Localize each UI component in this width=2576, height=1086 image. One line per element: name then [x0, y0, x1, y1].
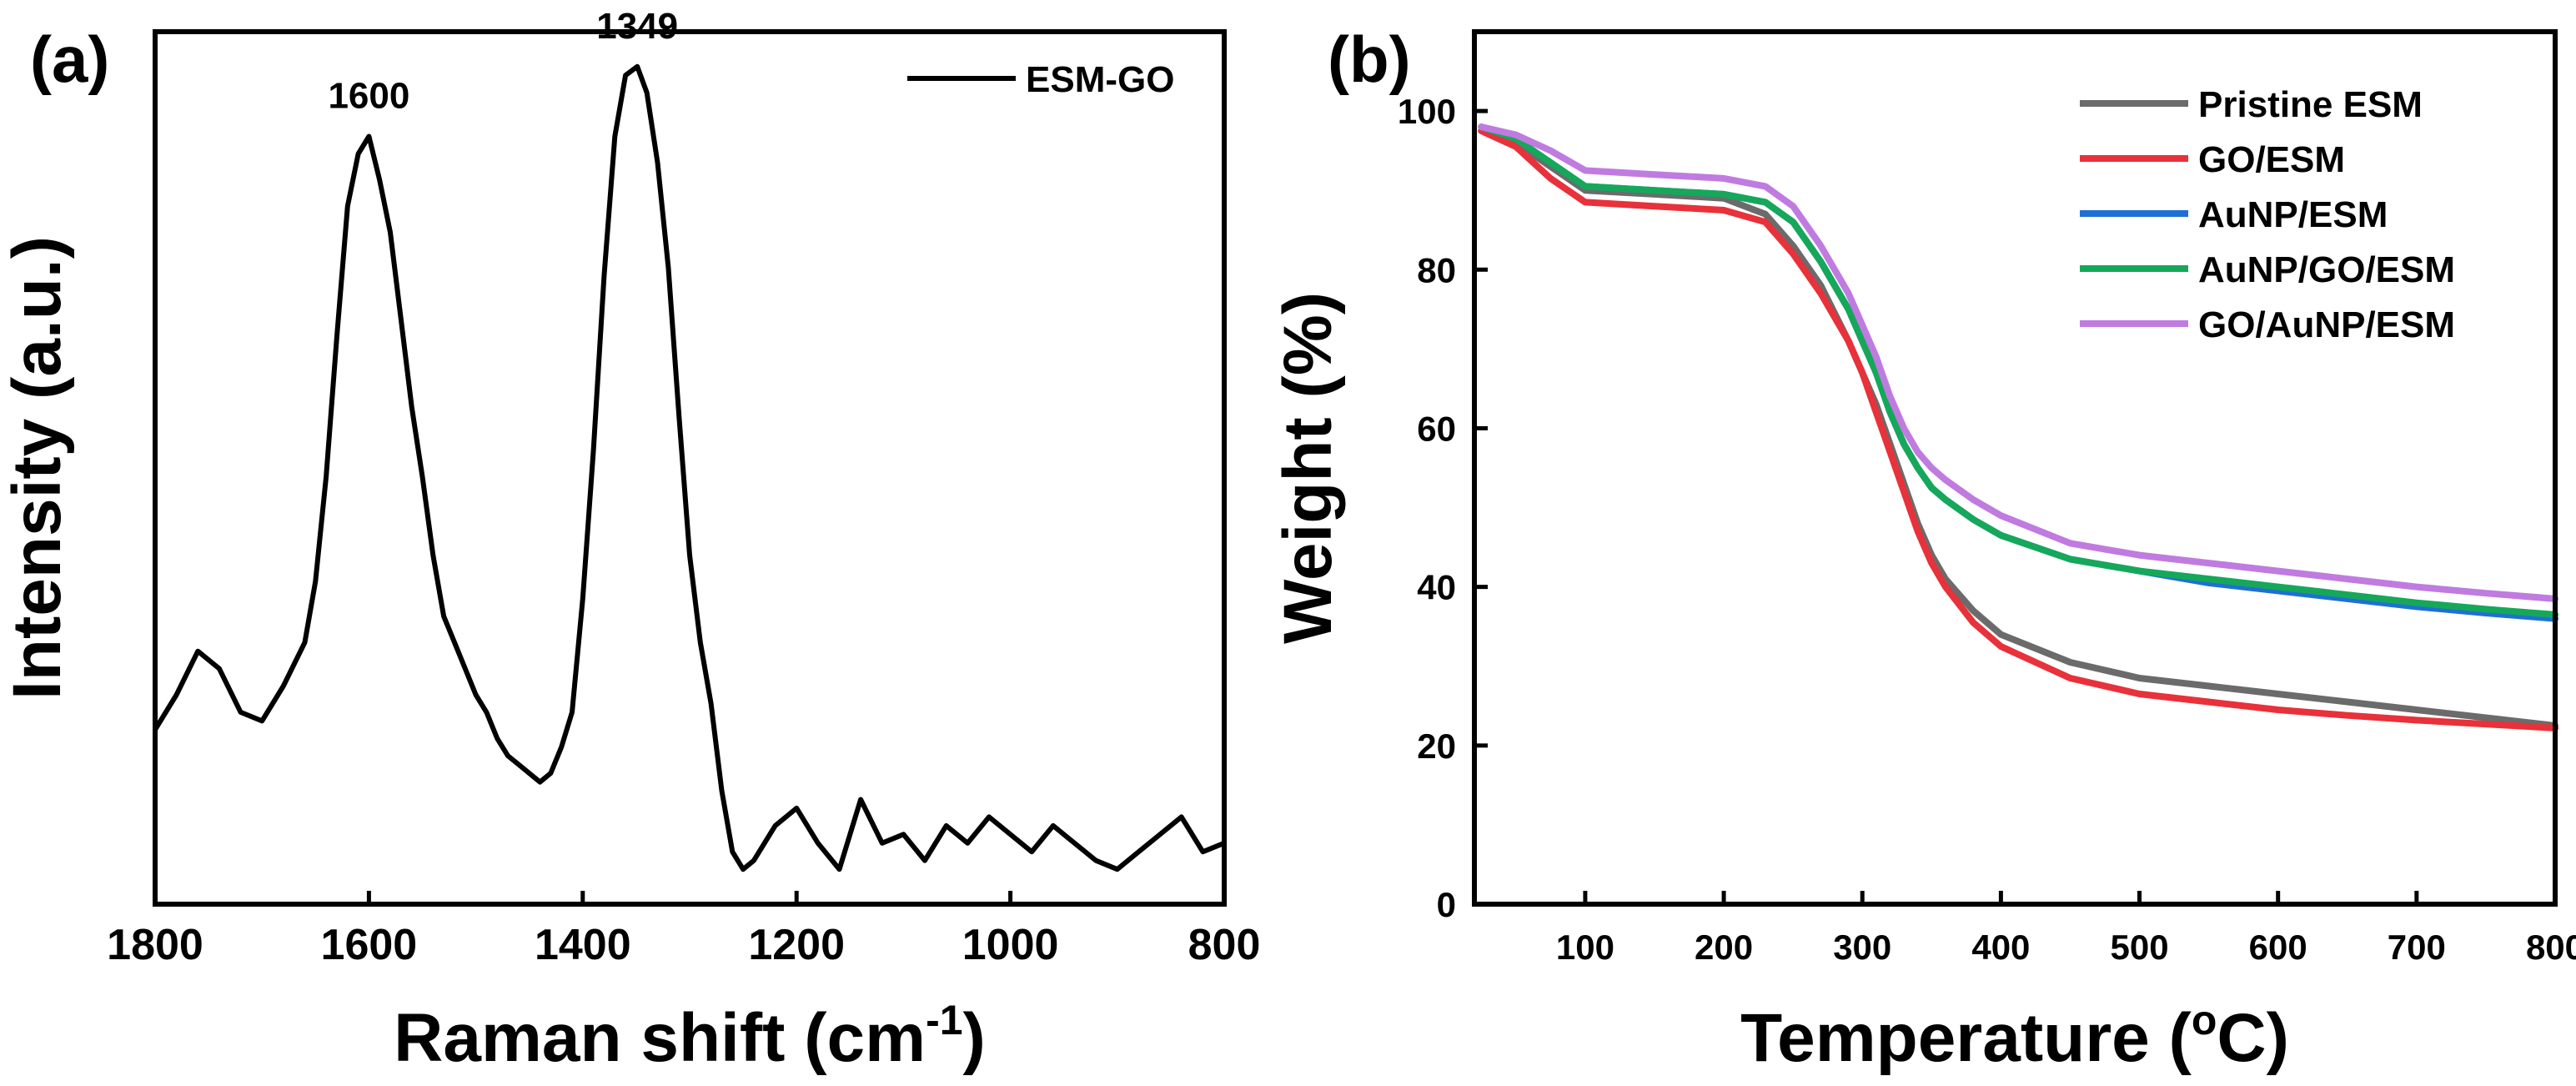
x-tick-label: 400: [1971, 928, 2030, 967]
y-tick-label: 80: [1417, 250, 1456, 289]
peak-label-1600: 1600: [328, 76, 409, 117]
series-line-aunp-go-esm: [1478, 123, 2558, 618]
x-tick-label: 1200: [748, 921, 845, 969]
panel-a-x-axis-label: Raman shift (cm-1): [394, 997, 986, 1076]
panel-a-legend: ESM-GO: [907, 59, 1174, 100]
y-tick-label: 40: [1417, 568, 1456, 607]
x-tick-label: 300: [1833, 928, 1891, 967]
x-tick-label: 1000: [962, 921, 1059, 969]
panel-b-label: (b): [1328, 23, 1411, 96]
panel-b-y-ticks: 0 20 40 60 80 100: [1398, 92, 1488, 924]
x-tick-label: 1800: [107, 921, 203, 969]
panel-a: (a) 1600 1349 1800 1600 1400 1200 1000 800 Ram…: [0, 6, 1260, 1076]
panel-a-frame: [153, 29, 1227, 907]
legend-label-esm-go: ESM-GO: [1026, 59, 1174, 100]
panel-b-x-ticks: 100 200 300 400 500 600 700 800: [1556, 891, 2576, 967]
panel-b-frame: [1472, 29, 2558, 907]
panel-a-y-axis-label: Intensity (a.u.): [0, 236, 75, 700]
panel-b-x-axis-label: Temperature (oC): [1740, 997, 2289, 1076]
legend-label-go-aunp-esm: GO/AuNP/ESM: [2198, 304, 2455, 345]
y-tick-label: 20: [1417, 727, 1456, 766]
panel-b-legend: Pristine ESM GO/ESM AuNP/ESM AuNP/GO/ESM GO/…: [2080, 84, 2455, 345]
x-tick-label: 500: [2110, 928, 2168, 967]
panel-b-plot-area: [1478, 123, 2558, 732]
legend-label-aunp-go-esm: AuNP/GO/ESM: [2198, 249, 2455, 290]
panel-b-y-axis-label: Weight (%): [1270, 292, 1346, 644]
y-tick-label: 0: [1437, 885, 1456, 924]
legend-label-aunp-esm: AuNP/ESM: [2198, 194, 2388, 235]
legend-label-go-esm: GO/ESM: [2198, 139, 2345, 180]
x-tick-label: 100: [1556, 928, 1614, 967]
panel-a-plot-area: 1600 1349: [153, 6, 1227, 872]
x-tick-label: 800: [2526, 928, 2576, 967]
x-tick-label: 200: [1695, 928, 1753, 967]
peak-label-1349: 1349: [596, 6, 678, 47]
x-tick-label: 800: [1188, 921, 1261, 969]
x-tick-label: 1600: [321, 921, 418, 969]
panel-b: (b) 100 200 300 400 500 600 700 800 0 20 40 60 80 10…: [1270, 23, 2576, 1076]
x-tick-label: 700: [2388, 928, 2446, 967]
y-tick-label: 100: [1398, 92, 1456, 131]
y-tick-label: 60: [1417, 409, 1456, 448]
x-tick-label: 1400: [535, 921, 631, 969]
panel-a-x-ticks: 1800 1600 1400 1200 1000 800: [107, 891, 1260, 969]
series-line-go-esm: [1478, 127, 2558, 732]
series-line-go-aunp-esm: [1478, 123, 2558, 602]
legend-label-pristine-esm: Pristine ESM: [2198, 84, 2423, 125]
series-line-aunp-esm: [1478, 123, 2558, 622]
panel-a-label: (a): [30, 23, 109, 96]
x-tick-label: 600: [2249, 928, 2307, 967]
series-line-esm-go: [153, 63, 1227, 872]
series-line-pristine-esm: [1478, 127, 2558, 729]
